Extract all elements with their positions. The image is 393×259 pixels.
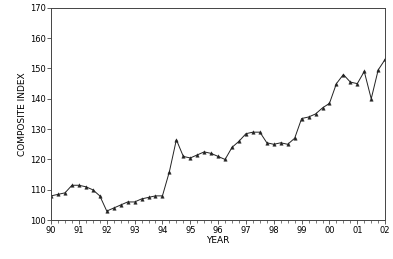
X-axis label: YEAR: YEAR [206, 236, 230, 245]
Y-axis label: COMPOSITE INDEX: COMPOSITE INDEX [18, 72, 27, 156]
